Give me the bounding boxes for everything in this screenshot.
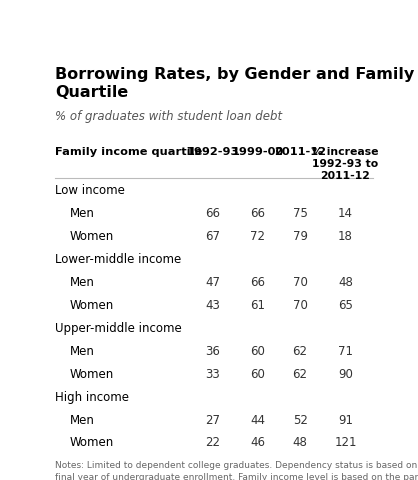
Text: 65: 65 (338, 299, 353, 312)
Text: 60: 60 (250, 345, 265, 358)
Text: 70: 70 (293, 276, 308, 289)
Text: 48: 48 (338, 276, 353, 289)
Text: 48: 48 (293, 436, 308, 449)
Text: Borrowing Rates, by Gender and Family Income
Quartile: Borrowing Rates, by Gender and Family In… (56, 67, 418, 100)
Text: % of graduates with student loan debt: % of graduates with student loan debt (56, 110, 283, 123)
Text: 43: 43 (205, 299, 220, 312)
Text: 14: 14 (338, 207, 353, 220)
Text: 36: 36 (205, 345, 220, 358)
Text: 90: 90 (338, 368, 353, 381)
Text: 66: 66 (250, 276, 265, 289)
Text: 2011-12: 2011-12 (274, 147, 326, 157)
Text: 71: 71 (338, 345, 353, 358)
Text: 44: 44 (250, 414, 265, 427)
Text: 121: 121 (334, 436, 357, 449)
Text: Women: Women (70, 436, 114, 449)
Text: 70: 70 (293, 299, 308, 312)
Text: 22: 22 (205, 436, 220, 449)
Text: 52: 52 (293, 414, 308, 427)
Text: 46: 46 (250, 436, 265, 449)
Text: % increase
1992-93 to
2011-12: % increase 1992-93 to 2011-12 (312, 147, 379, 181)
Text: High income: High income (56, 391, 130, 404)
Text: 1999-00: 1999-00 (232, 147, 284, 157)
Text: 47: 47 (205, 276, 220, 289)
Text: 62: 62 (293, 345, 308, 358)
Text: Family income quartile: Family income quartile (56, 147, 203, 157)
Text: 79: 79 (293, 230, 308, 243)
Text: 18: 18 (338, 230, 353, 243)
Text: 60: 60 (250, 368, 265, 381)
Text: 91: 91 (338, 414, 353, 427)
Text: Men: Men (70, 207, 95, 220)
Text: 33: 33 (205, 368, 220, 381)
Text: 27: 27 (205, 414, 220, 427)
Text: Low income: Low income (56, 184, 125, 197)
Text: 72: 72 (250, 230, 265, 243)
Text: Men: Men (70, 276, 95, 289)
Text: Upper-middle income: Upper-middle income (56, 322, 182, 335)
Text: Men: Men (70, 414, 95, 427)
Text: Women: Women (70, 230, 114, 243)
Text: 67: 67 (205, 230, 220, 243)
Text: 1992-93: 1992-93 (186, 147, 239, 157)
Text: 61: 61 (250, 299, 265, 312)
Text: 66: 66 (205, 207, 220, 220)
Text: 62: 62 (293, 368, 308, 381)
Text: Men: Men (70, 345, 95, 358)
Text: Notes: Limited to dependent college graduates. Dependency status is based on the: Notes: Limited to dependent college grad… (56, 461, 418, 480)
Text: Lower-middle income: Lower-middle income (56, 253, 182, 266)
Text: Women: Women (70, 299, 114, 312)
Text: 66: 66 (250, 207, 265, 220)
Text: Women: Women (70, 368, 114, 381)
Text: 75: 75 (293, 207, 308, 220)
